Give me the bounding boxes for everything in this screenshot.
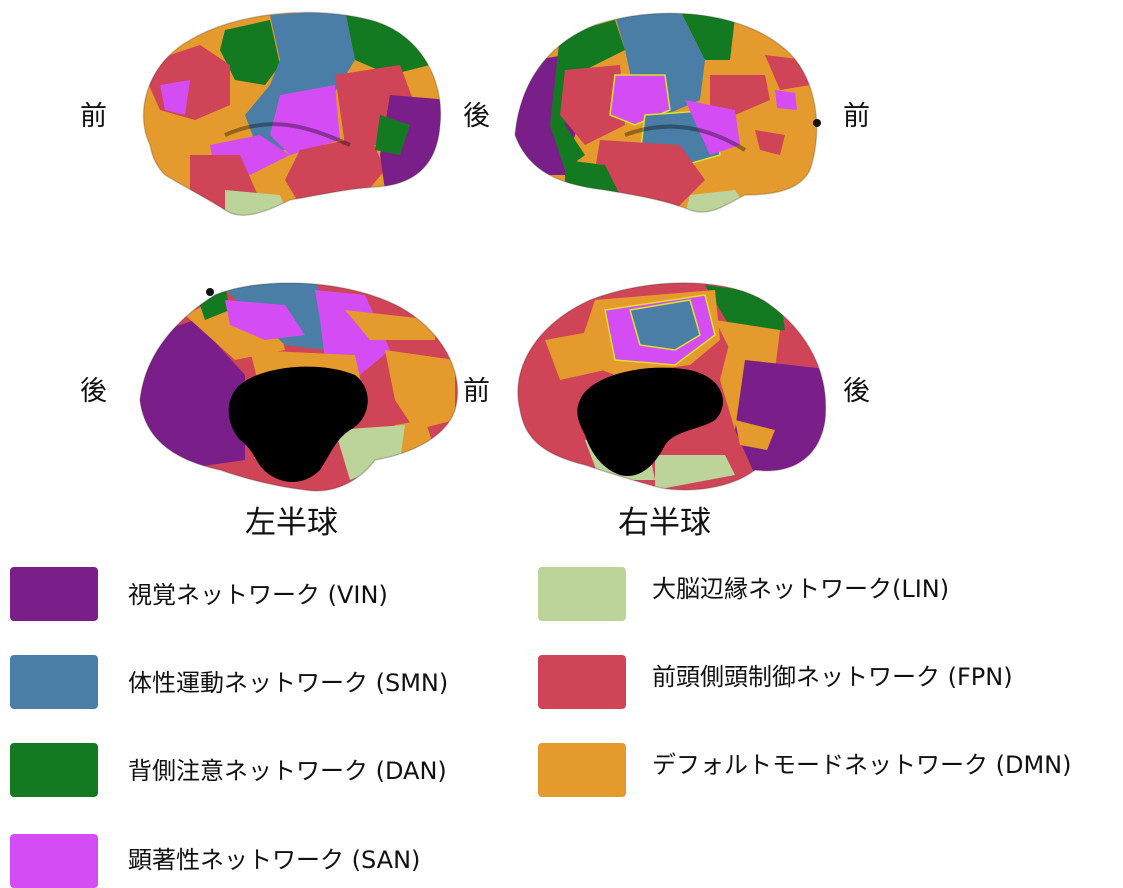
legend-label-smn: 体性運動ネットワーク (SMN) [128,669,449,697]
legend-swatch-fpn [538,655,626,709]
legend-swatch-dmn [538,743,626,797]
direction-label-back: 後 [80,376,107,407]
direction-label-back: 後 [463,101,490,132]
legend-swatch-vin [10,567,98,621]
legend-label-fpn: 前頭側頭制御ネットワーク (FPN) [652,663,1013,691]
left-medial-brain [139,282,459,492]
legend-label-lin: 大脳辺縁ネットワーク(LIN) [652,575,950,603]
direction-label-front: 前 [463,376,490,407]
legend-label-dan: 背側注意ネットワーク (DAN) [128,757,447,785]
left-lateral-brain [142,11,442,216]
direction-label-front: 前 [80,101,107,132]
legend-swatch-dan [10,743,98,797]
hemisphere-label-left: 左半球 [245,505,338,541]
legend-swatch-lin [538,567,626,621]
legend-swatch-smn [10,655,98,709]
right-lateral-brain [514,12,821,213]
legend-label-san: 顕著性ネットワーク (SAN) [128,846,421,874]
legend-swatch-san [10,834,98,888]
direction-label-front: 前 [843,101,870,132]
direction-label-back: 後 [843,376,870,407]
right-medial-brain [517,282,827,491]
legend-label-vin: 視覚ネットワーク (VIN) [128,581,388,609]
hemisphere-label-right: 右半球 [618,505,711,541]
legend-label-dmn: デフォルトモードネットワーク (DMN) [652,751,1072,779]
